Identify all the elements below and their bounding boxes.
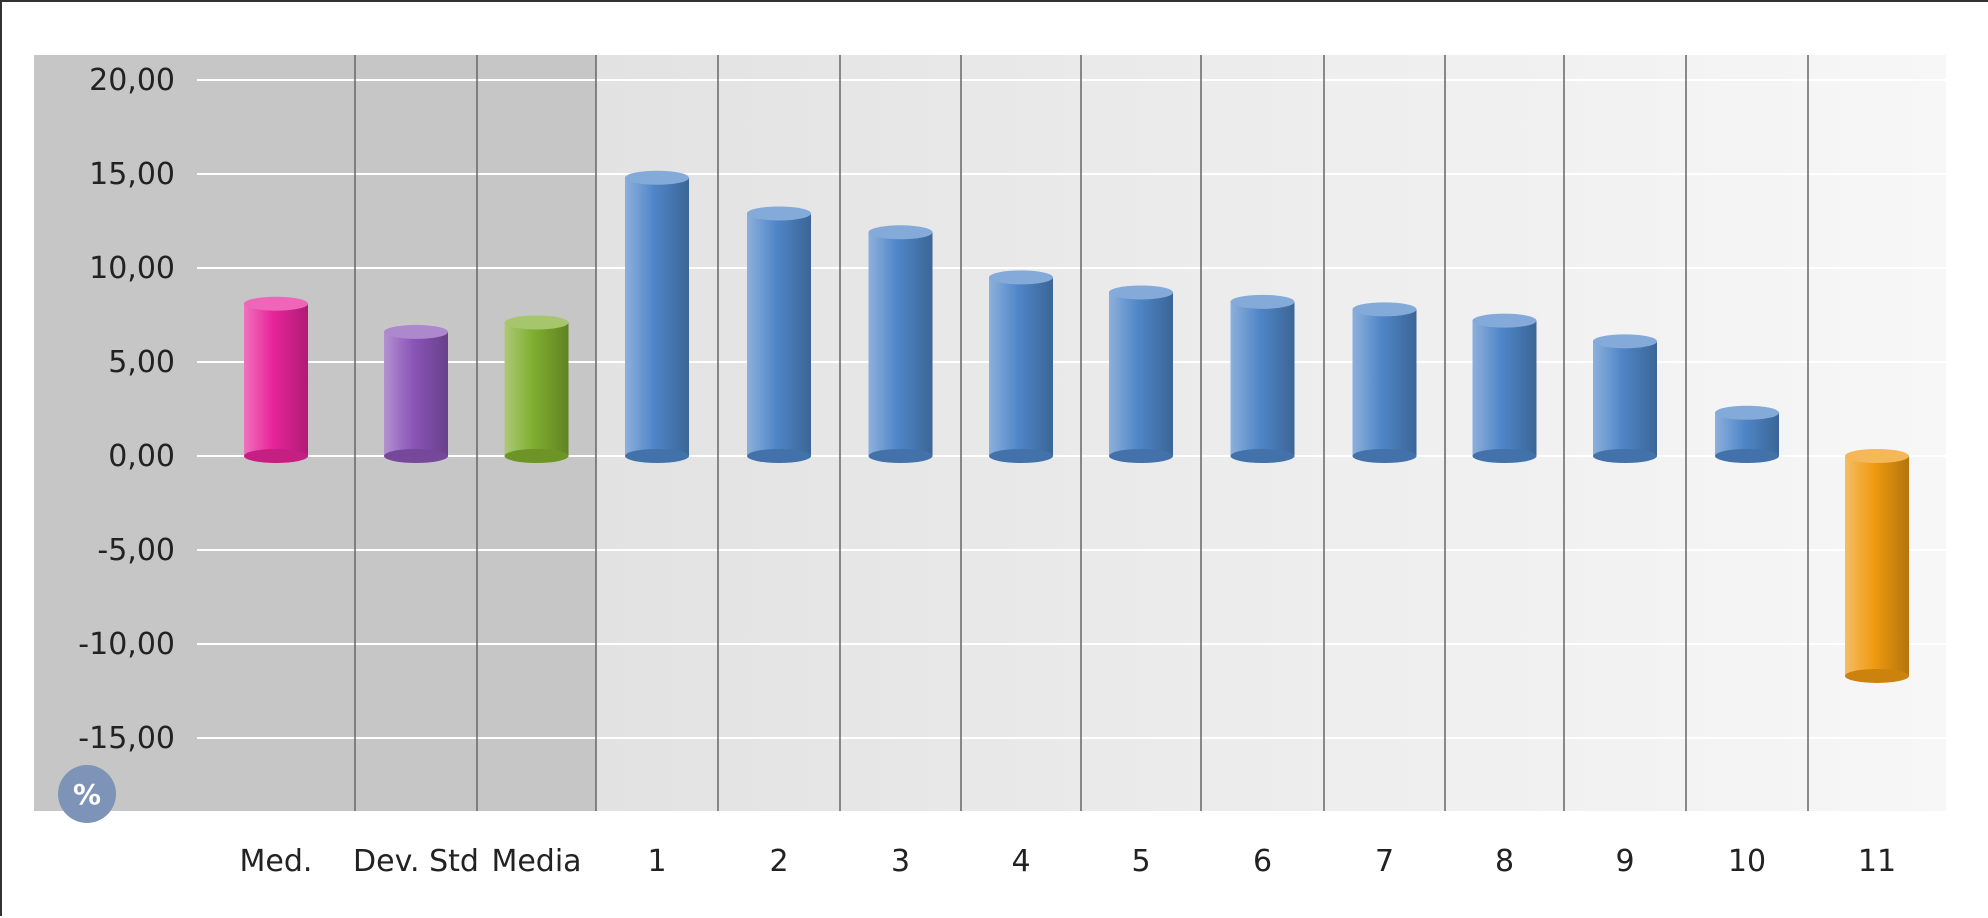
bar-bottom-cap bbox=[1472, 449, 1537, 463]
bar-top-cap bbox=[1230, 294, 1295, 309]
bar-body bbox=[1352, 309, 1417, 456]
bar bbox=[747, 206, 811, 463]
bar bbox=[1472, 313, 1537, 463]
x-category-label: 5 bbox=[1131, 844, 1150, 879]
bar bbox=[1109, 285, 1173, 463]
bar bbox=[244, 296, 308, 463]
bar-bottom-cap bbox=[1845, 668, 1909, 683]
x-category-label: 9 bbox=[1615, 844, 1634, 879]
bar-bottom-cap bbox=[1109, 449, 1173, 463]
y-tick-label: 10,00 bbox=[89, 251, 175, 286]
bar-body bbox=[1593, 341, 1657, 456]
percent-unit-badge: % bbox=[58, 765, 116, 823]
bar-body bbox=[504, 322, 569, 456]
bar-top-cap bbox=[989, 270, 1053, 285]
y-tick-label: 5,00 bbox=[108, 345, 175, 380]
bar bbox=[989, 270, 1053, 463]
bar-bottom-cap bbox=[625, 449, 689, 463]
bar-bottom-cap bbox=[244, 449, 308, 463]
bar bbox=[625, 170, 689, 463]
bar-top-cap bbox=[1845, 449, 1909, 463]
x-category-label: 11 bbox=[1858, 844, 1896, 879]
bar-bottom-cap bbox=[504, 449, 569, 463]
highlight-region bbox=[34, 55, 596, 811]
y-tick-label: -5,00 bbox=[97, 533, 175, 568]
bar-bottom-cap bbox=[1352, 449, 1417, 463]
x-category-label: Media bbox=[491, 844, 581, 879]
bar-bottom-cap bbox=[747, 449, 811, 463]
bar bbox=[384, 324, 448, 463]
y-tick-label: 15,00 bbox=[89, 157, 175, 192]
x-category-label: 2 bbox=[769, 844, 788, 879]
x-category-label: 1 bbox=[647, 844, 666, 879]
bar-bottom-cap bbox=[1230, 449, 1295, 463]
bar-top-cap bbox=[747, 206, 811, 221]
x-category-label: 10 bbox=[1728, 844, 1766, 879]
bar-top-cap bbox=[384, 324, 448, 339]
bar-body bbox=[1845, 456, 1909, 676]
bar-body bbox=[244, 303, 308, 456]
bar-top-cap bbox=[1715, 405, 1779, 420]
bar-body bbox=[1109, 292, 1173, 456]
bar-top-cap bbox=[1472, 313, 1537, 328]
bar-body bbox=[1230, 301, 1295, 456]
bar-body bbox=[989, 277, 1053, 456]
bar bbox=[1230, 294, 1295, 463]
x-category-label: Dev. Std bbox=[353, 844, 479, 879]
bar-top-cap bbox=[868, 225, 933, 240]
bar bbox=[1715, 405, 1779, 463]
bar-top-cap bbox=[504, 315, 569, 330]
bar-body bbox=[625, 177, 689, 456]
x-category-label: 6 bbox=[1253, 844, 1272, 879]
bar bbox=[504, 315, 569, 463]
x-category-label: 4 bbox=[1011, 844, 1030, 879]
bar-bottom-cap bbox=[989, 449, 1053, 463]
bar-top-cap bbox=[1593, 334, 1657, 349]
y-tick-label: 20,00 bbox=[89, 63, 175, 98]
bar-body bbox=[868, 232, 933, 456]
bar bbox=[868, 225, 933, 463]
bar-bottom-cap bbox=[384, 449, 448, 463]
bar-bottom-cap bbox=[1715, 449, 1779, 463]
bar-top-cap bbox=[625, 170, 689, 185]
bar-body bbox=[1715, 412, 1779, 456]
percent-unit-label: % bbox=[73, 778, 101, 811]
percent-badge-circle bbox=[58, 765, 116, 823]
x-category-label: Med. bbox=[240, 844, 313, 879]
x-category-label: 3 bbox=[891, 844, 910, 879]
y-tick-label: 0,00 bbox=[108, 439, 175, 474]
bar-top-cap bbox=[1109, 285, 1173, 300]
y-tick-label: -15,00 bbox=[78, 721, 175, 756]
bar-bottom-cap bbox=[868, 449, 933, 463]
x-category-label: 8 bbox=[1495, 844, 1514, 879]
x-category-label: 7 bbox=[1375, 844, 1394, 879]
y-tick-label: -10,00 bbox=[78, 627, 175, 662]
bar-top-cap bbox=[1352, 302, 1417, 317]
bar-body bbox=[1472, 320, 1537, 456]
bar bbox=[1845, 449, 1909, 683]
bar-bottom-cap bbox=[1593, 449, 1657, 463]
bar bbox=[1352, 302, 1417, 463]
bar-body bbox=[747, 213, 811, 456]
bar bbox=[1593, 334, 1657, 463]
bar-body bbox=[384, 331, 448, 456]
bar-top-cap bbox=[244, 296, 308, 311]
